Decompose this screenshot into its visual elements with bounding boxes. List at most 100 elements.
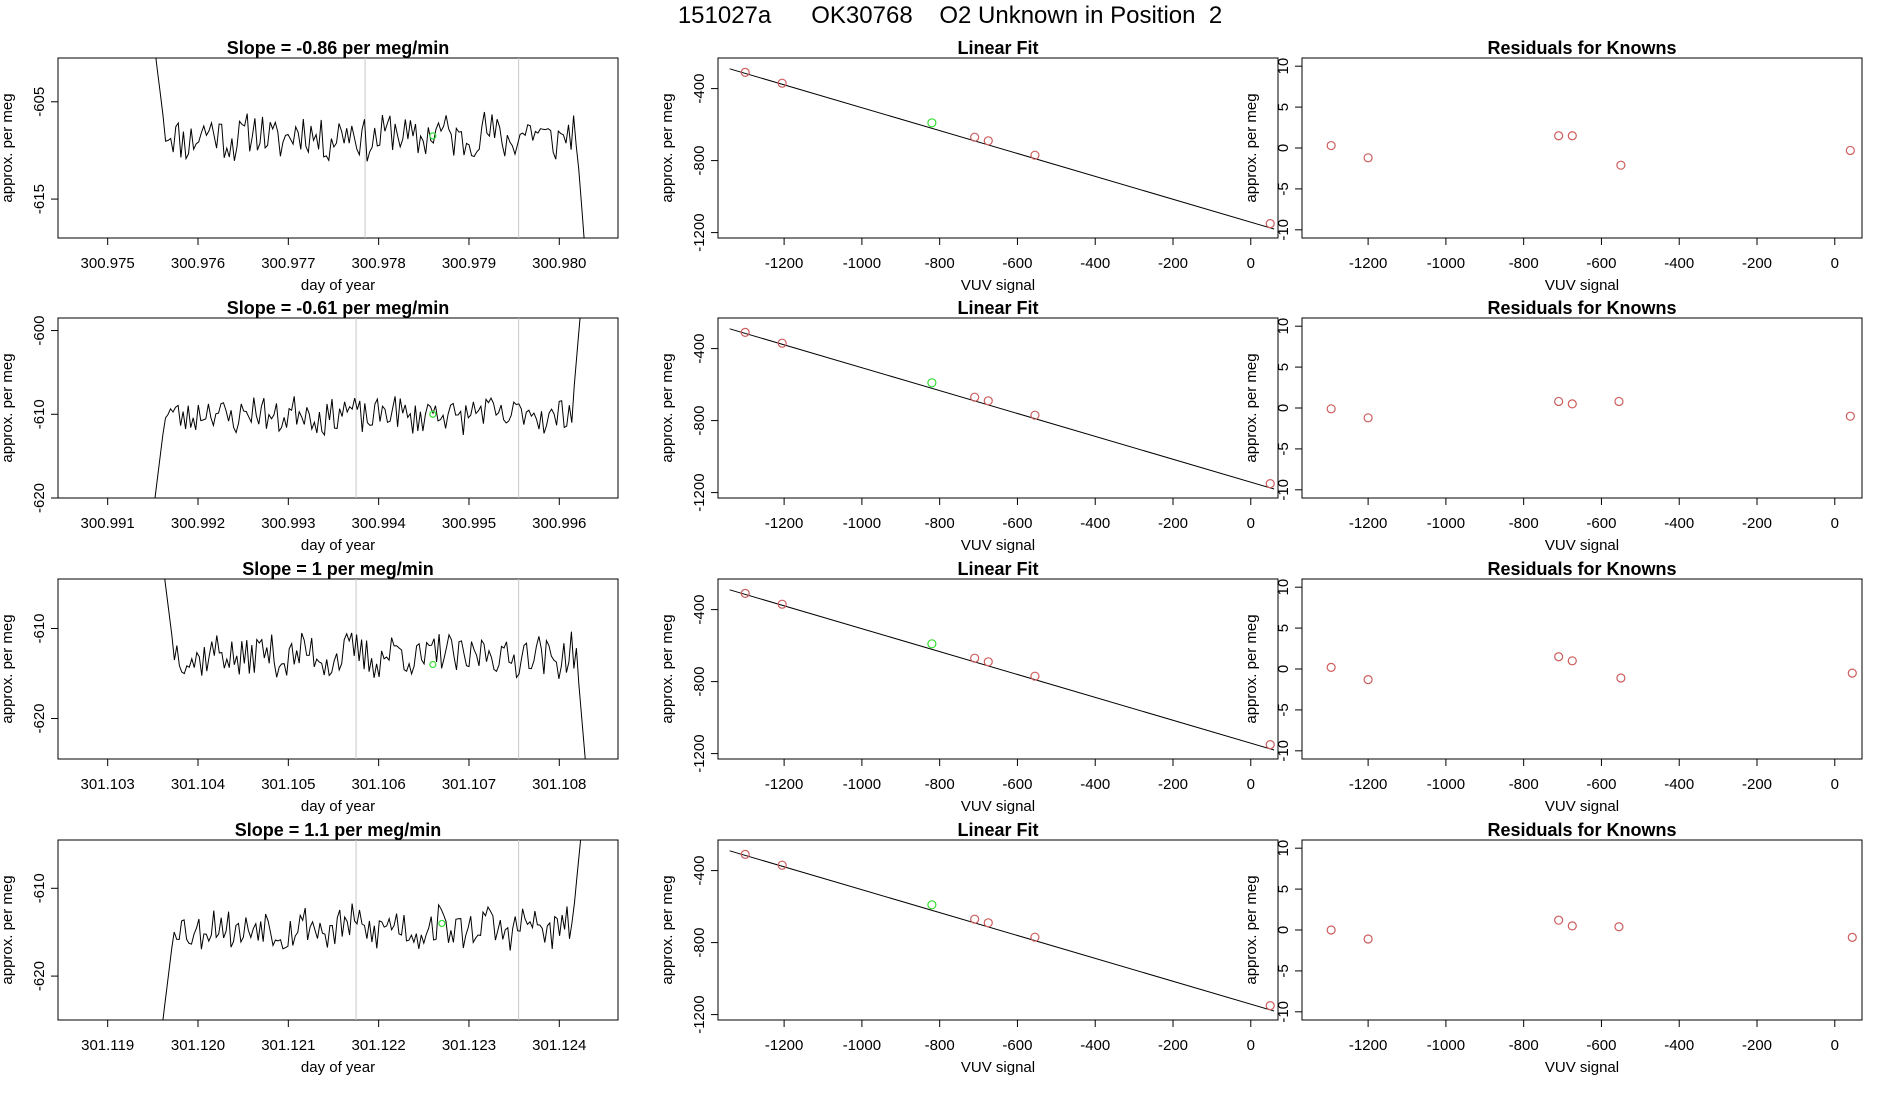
x-tick-label: -600: [1002, 1037, 1032, 1054]
x-tick-label: 300.993: [261, 515, 315, 532]
x-tick-label: 300.992: [171, 515, 225, 532]
known-point: [1326, 662, 1336, 672]
y-tick-label: -610: [31, 613, 48, 643]
x-tick-label: -400: [1080, 776, 1110, 793]
panel-2-0: Slope = 1 per meg/min day of year approx. …: [0, 559, 619, 815]
x-tick-label: -600: [1002, 515, 1032, 532]
x-tick-label: 301.122: [352, 1037, 406, 1054]
y-tick-label: -600: [31, 316, 48, 346]
known-point: [740, 588, 750, 599]
x-tick-label: -200: [1742, 515, 1772, 532]
plot-area: [729, 588, 1275, 751]
x-tick-label: -600: [1586, 1037, 1616, 1054]
x-tick-label: -1200: [765, 515, 803, 532]
panel-1-2: Residuals for Knowns VUV signal approx. pe…: [1243, 298, 1863, 554]
panel-title: Linear Fit: [957, 820, 1038, 840]
x-tick-label: -1000: [843, 1037, 881, 1054]
unknown-point: [927, 118, 937, 128]
y-tick-label: -5: [1275, 442, 1292, 455]
signal-line: [155, 58, 585, 238]
unknown-marker: [438, 919, 446, 928]
panel-title: Linear Fit: [957, 298, 1038, 318]
y-tick-label: -10: [1275, 740, 1292, 762]
x-tick-label: -800: [925, 776, 955, 793]
x-tick-label: -200: [1158, 255, 1188, 272]
y-tick-label: 0: [1275, 665, 1292, 673]
panel-0-2: Residuals for Knowns VUV signal approx. pe…: [1243, 38, 1863, 294]
panel-1-1: Linear Fit VUV signal approx. per meg -1200…: [659, 298, 1279, 554]
y-tick-label: 5: [1275, 624, 1292, 632]
x-tick-label: 0: [1831, 515, 1839, 532]
panel-title: Residuals for Knowns: [1487, 298, 1676, 318]
plot-frame: [717, 317, 1279, 499]
x-tick-label: -600: [1002, 776, 1032, 793]
x-tick-label: 300.976: [171, 255, 225, 272]
x-tick-label: -600: [1586, 776, 1616, 793]
known-point: [1265, 219, 1275, 229]
x-tick-label: 300.991: [81, 515, 135, 532]
x-tick-label: -1000: [1427, 1037, 1465, 1054]
x-tick-label: -600: [1586, 255, 1616, 272]
plot-frame: [1301, 578, 1863, 760]
unknown-marker: [429, 410, 437, 418]
panel-title: Residuals for Knowns: [1487, 559, 1676, 579]
x-axis-label: VUV signal: [961, 798, 1035, 815]
panel-title: Slope = -0.61 per meg/min: [227, 298, 450, 318]
fit-line: [729, 589, 1275, 751]
known-point: [1616, 160, 1626, 170]
x-tick-label: 301.108: [532, 776, 586, 793]
x-tick-label: -1200: [765, 1037, 803, 1054]
y-tick-label: 0: [1275, 144, 1292, 152]
y-tick-label: -1200: [691, 473, 708, 511]
x-tick-label: -400: [1664, 255, 1694, 272]
y-tick-label: -400: [691, 856, 708, 886]
y-tick-label: 10: [1275, 318, 1292, 335]
known-point: [1616, 673, 1626, 683]
fit-line: [729, 850, 1275, 1012]
panel-0-0: Slope = -0.86 per meg/min day of year appr…: [0, 38, 619, 294]
fit-line: [729, 68, 1275, 230]
plot-frame: [717, 839, 1279, 1021]
y-tick-label: 0: [1275, 404, 1292, 412]
panel-2-1: Linear Fit VUV signal approx. per meg -1200…: [659, 559, 1279, 815]
known-point: [1363, 675, 1373, 685]
panel-title: Residuals for Knowns: [1487, 38, 1676, 58]
plot-area: [729, 849, 1275, 1012]
x-tick-label: -200: [1158, 776, 1188, 793]
y-tick-label: -620: [31, 703, 48, 733]
panel-3-0: Slope = 1.1 per meg/min day of year approx…: [0, 820, 619, 1076]
y-tick-label: 10: [1275, 579, 1292, 596]
known-point: [1265, 739, 1275, 750]
x-tick-label: -800: [1509, 515, 1539, 532]
panel-title: Linear Fit: [957, 559, 1038, 579]
x-axis-label: VUV signal: [1545, 277, 1619, 294]
x-tick-label: 301.120: [171, 1037, 225, 1054]
x-axis-label: VUV signal: [961, 277, 1035, 294]
y-tick-label: -620: [31, 483, 48, 513]
plot-frame: [57, 57, 619, 239]
x-tick-label: 0: [1247, 1037, 1255, 1054]
plot-area: [729, 67, 1275, 230]
x-tick-label: 301.123: [442, 1037, 496, 1054]
plot-area: [164, 579, 586, 759]
x-tick-label: -800: [925, 255, 955, 272]
x-tick-label: -200: [1742, 776, 1772, 793]
known-point: [1554, 131, 1564, 141]
plot-area: [1326, 396, 1855, 423]
unknown-point: [927, 378, 937, 388]
y-axis-label: approx. per meg: [1243, 875, 1260, 984]
known-point: [740, 327, 750, 337]
panel-2-2: Residuals for Knowns VUV signal approx. pe…: [1243, 559, 1863, 815]
x-tick-label: -1200: [765, 776, 803, 793]
y-axis-label: approx. per meg: [0, 353, 16, 462]
x-axis-label: day of year: [301, 277, 375, 294]
x-tick-label: -400: [1664, 776, 1694, 793]
known-point: [1030, 671, 1040, 681]
x-tick-label: 301.119: [81, 1037, 134, 1054]
known-point: [1614, 396, 1624, 407]
x-tick-label: -1000: [843, 515, 881, 532]
x-tick-label: 0: [1831, 1037, 1839, 1054]
x-tick-label: -400: [1080, 255, 1110, 272]
known-point: [1326, 925, 1336, 935]
y-tick-label: -1200: [691, 213, 708, 251]
